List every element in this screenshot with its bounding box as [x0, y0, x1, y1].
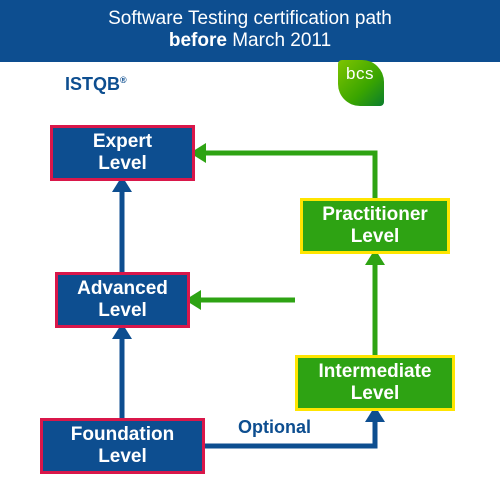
edge-label-2: Optional	[238, 417, 311, 438]
node-expert: ExpertLevel	[50, 125, 195, 181]
title-line2: before March 2011	[0, 30, 500, 52]
title-line1: Software Testing certification path	[0, 8, 500, 30]
istqb-logo-r: ®	[120, 75, 127, 85]
title-after: March 2011	[227, 30, 331, 51]
node-advanced: AdvancedLevel	[55, 272, 190, 328]
bcs-logo-leaf: bcs	[338, 60, 384, 106]
node-intermediate: IntermediateLevel	[295, 355, 455, 411]
node-practitioner: PractitionerLevel	[300, 198, 450, 254]
istqb-logo: ISTQB®	[65, 74, 127, 95]
bcs-logo: bcs	[338, 60, 384, 106]
title-banner: Software Testing certification path befo…	[0, 0, 500, 62]
edge-practitioner-to-expert	[200, 153, 375, 198]
istqb-logo-text: ISTQB	[65, 74, 120, 94]
title-bold: before	[169, 30, 227, 51]
bcs-logo-text: bcs	[346, 64, 374, 84]
node-foundation: FoundationLevel	[40, 418, 205, 474]
